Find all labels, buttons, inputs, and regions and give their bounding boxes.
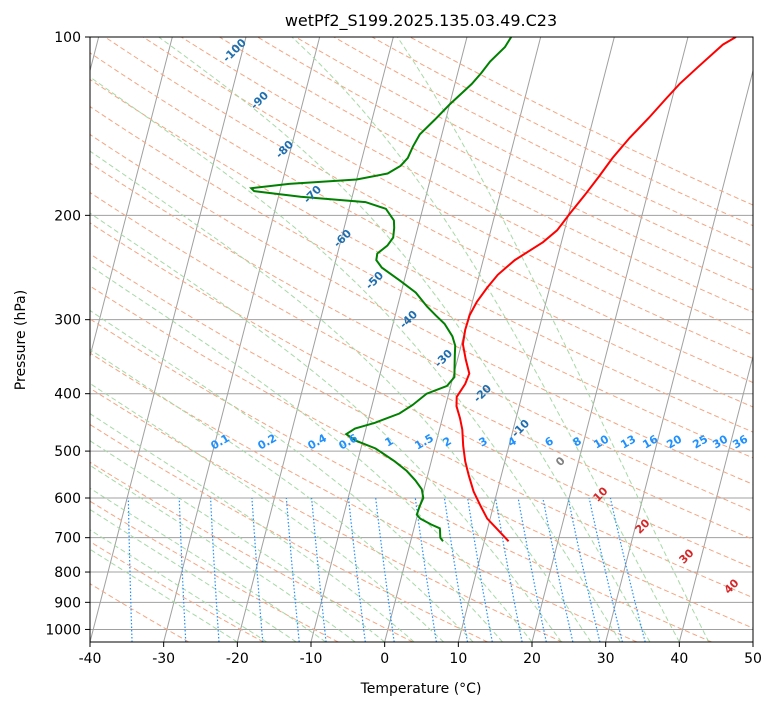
- y-tick-label: 400: [54, 387, 81, 403]
- x-tick-label: -20: [226, 651, 249, 667]
- mixing-ratio-line: [588, 497, 623, 642]
- chart-title: wetPf2_S199.2025.135.03.49.C23: [285, 11, 557, 31]
- moist-adiabat-line: [90, 508, 297, 642]
- dry-adiabat-line: [90, 423, 488, 642]
- moist-adiabat-line: [90, 413, 415, 642]
- temperature-profile-line: [455, 37, 737, 542]
- y-tick-label: 300: [54, 313, 81, 329]
- x-tick-label: -30: [152, 651, 175, 667]
- x-tick-label: 40: [670, 651, 688, 667]
- x-tick-label: 30: [597, 651, 615, 667]
- x-tick-label: 50: [744, 651, 762, 667]
- mixing-ratio-line: [609, 497, 646, 642]
- isotherm-line: [310, 37, 468, 642]
- dry-adiabat-line: [180, 37, 753, 336]
- isotherm-line: [605, 68, 753, 642]
- dry-adiabat-line: [90, 318, 712, 642]
- dry-adiabat-line: [90, 52, 753, 408]
- y-tick-label: 200: [54, 208, 81, 224]
- moist-adiabat-line: [90, 265, 533, 642]
- dewpoint-profile-line: [249, 37, 513, 542]
- moist-adiabat-line: [396, 37, 710, 642]
- dry-adiabat-line: [90, 285, 753, 629]
- moist-adiabat-line: [90, 487, 326, 642]
- dry-adiabat-line: [90, 78, 753, 433]
- y-tick-label: 1000: [45, 622, 81, 638]
- mixing-ratio-line: [467, 497, 493, 642]
- x-tick-label: -10: [300, 651, 323, 667]
- moist-adiabat-line: [90, 76, 621, 642]
- dry-adiabat-line: [90, 352, 638, 642]
- y-tick-label: 900: [54, 595, 81, 611]
- moist-adiabat-line: [158, 37, 651, 642]
- moist-adiabat-line: [90, 212, 562, 642]
- isotherm-line: [457, 37, 615, 642]
- mixing-ratio-line: [495, 497, 523, 642]
- y-axis-label: Pressure (hPa): [13, 290, 29, 390]
- isotherm-line: [163, 37, 321, 642]
- dry-adiabat-line: [90, 253, 753, 599]
- isotherm-line: [678, 354, 753, 642]
- isotherm-line: [90, 37, 173, 359]
- y-tick-label: 500: [54, 444, 81, 460]
- y-tick-label: 600: [54, 491, 81, 507]
- mixing-ratio-line: [542, 497, 574, 642]
- dry-adiabat-line: [90, 162, 753, 513]
- isotherm-line: [236, 37, 394, 642]
- moist-adiabat-line: [90, 348, 474, 642]
- x-tick-label: 0: [380, 651, 389, 667]
- moist-adiabat-line: [90, 309, 503, 642]
- moist-adiabat-line: [90, 150, 592, 642]
- dry-adiabat-line: [90, 583, 190, 642]
- isotherm-line: [90, 37, 247, 642]
- moist-adiabat-line: [291, 37, 680, 642]
- isotherm-line: [531, 37, 689, 642]
- dry-adiabat-line: [90, 387, 563, 642]
- y-tick-label: 100: [54, 30, 81, 46]
- plot-frame: [89, 36, 754, 643]
- x-tick-label: 10: [449, 651, 467, 667]
- y-tick-label: 800: [54, 565, 81, 581]
- y-tick-label: 700: [54, 531, 81, 547]
- dry-adiabat-line: [142, 37, 753, 360]
- moist-adiabat-line: [90, 382, 444, 642]
- mixing-ratio-line: [517, 497, 547, 642]
- dry-adiabat-line: [90, 222, 753, 569]
- dry-adiabat-line: [90, 191, 753, 540]
- x-tick-label: 20: [523, 651, 541, 667]
- dry-adiabat-line: [104, 37, 753, 384]
- x-axis-label: Temperature (°C): [360, 681, 482, 697]
- mixing-ratio-line: [567, 497, 601, 642]
- x-tick-label: -40: [79, 651, 102, 667]
